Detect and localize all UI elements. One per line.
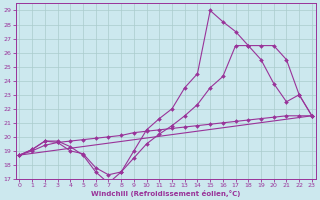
X-axis label: Windchill (Refroidissement éolien,°C): Windchill (Refroidissement éolien,°C) [91, 190, 240, 197]
